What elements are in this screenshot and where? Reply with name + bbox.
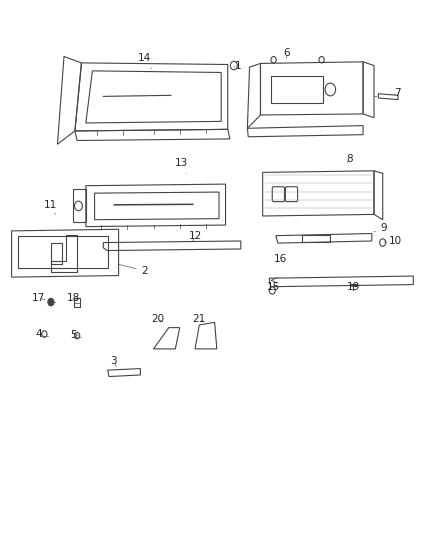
Text: 15: 15 (267, 282, 280, 292)
Text: 5: 5 (70, 329, 78, 340)
Text: 16: 16 (273, 254, 287, 263)
Text: 8: 8 (346, 154, 353, 164)
Text: 12: 12 (188, 231, 201, 241)
Text: 4: 4 (35, 329, 42, 339)
Text: 14: 14 (138, 53, 152, 69)
Circle shape (48, 298, 54, 306)
Text: 20: 20 (151, 313, 164, 324)
Text: 18: 18 (67, 293, 80, 303)
Text: 6: 6 (283, 48, 290, 58)
Text: 10: 10 (384, 236, 403, 246)
Text: 1: 1 (234, 61, 241, 70)
Text: 19: 19 (347, 282, 360, 292)
Text: 13: 13 (175, 158, 188, 173)
Text: 11: 11 (44, 200, 57, 214)
Text: 2: 2 (119, 264, 148, 276)
Text: 21: 21 (193, 313, 206, 324)
Text: 3: 3 (110, 356, 117, 366)
Text: 7: 7 (394, 87, 400, 98)
Text: 17: 17 (32, 293, 45, 303)
Text: 9: 9 (374, 223, 387, 233)
